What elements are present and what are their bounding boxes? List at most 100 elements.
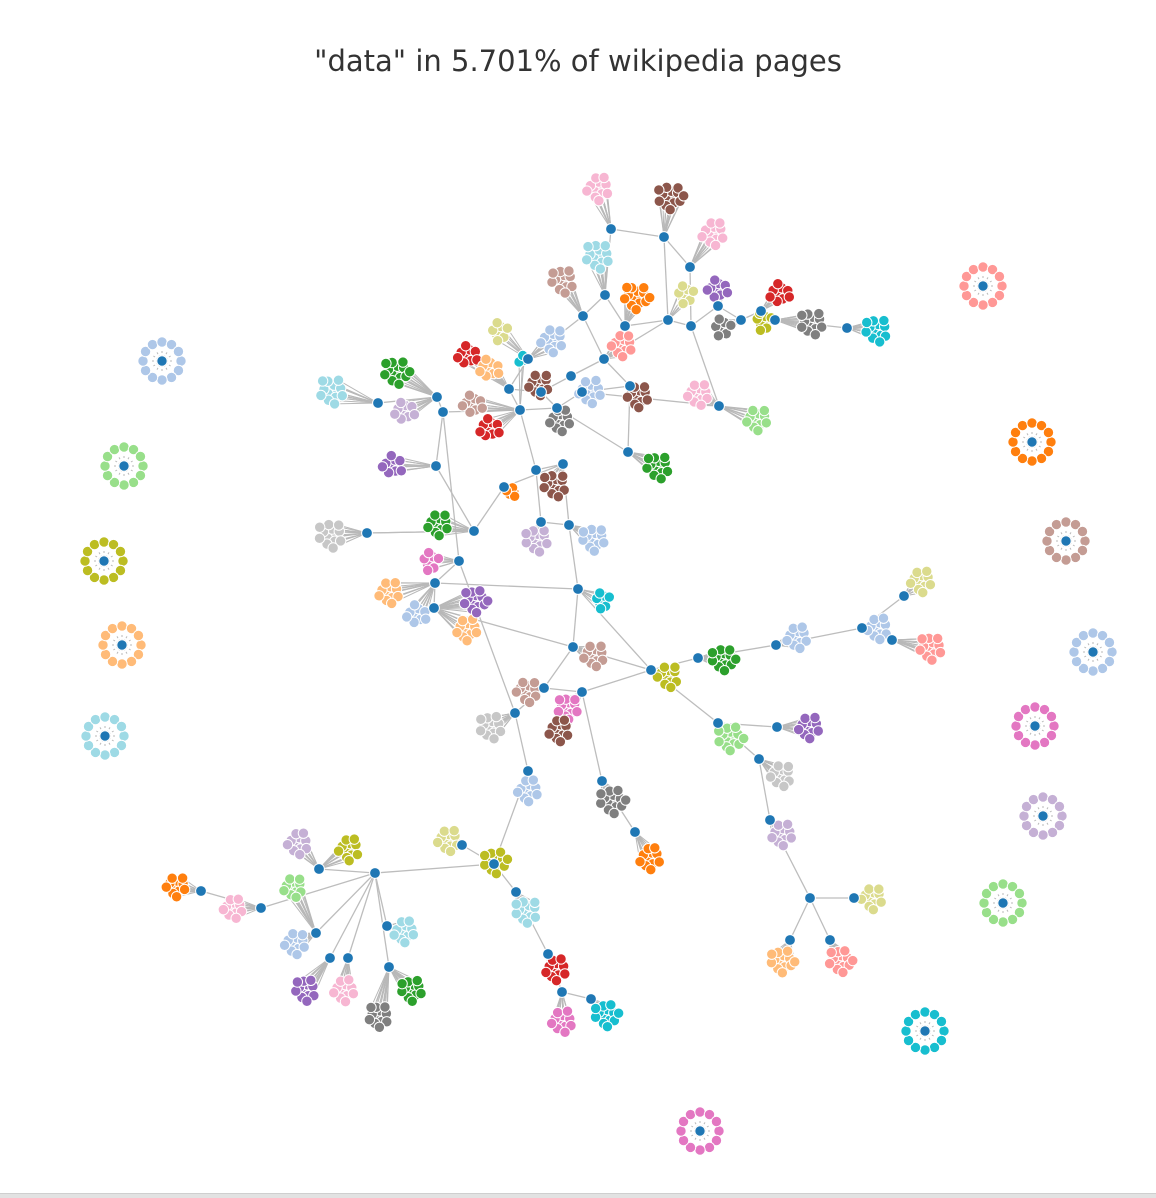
bottom-divider	[0, 1193, 1156, 1198]
chart-title: "data" in 5.701% of wikipedia pages	[314, 44, 842, 78]
leaf-node	[460, 587, 472, 599]
edge-line	[347, 872, 376, 959]
leaf-node	[552, 491, 565, 503]
edge-line	[519, 409, 537, 471]
leaf-node	[676, 280, 689, 292]
ring-node	[993, 289, 1006, 302]
hub-node	[468, 525, 480, 537]
hub-node	[498, 481, 510, 493]
edge-line	[582, 315, 605, 360]
edge-line	[603, 358, 631, 387]
spoke-line	[397, 582, 436, 597]
ring-node	[80, 730, 92, 742]
leaf-node	[315, 389, 327, 402]
edge-line	[374, 872, 390, 968]
leaf-node	[669, 661, 681, 673]
leaf-node	[492, 367, 505, 380]
leaf-node	[815, 321, 828, 333]
edge-line	[581, 669, 652, 693]
ring-node	[1035, 419, 1048, 432]
ring-node	[134, 450, 147, 463]
ring-node	[1026, 417, 1038, 429]
ring-node	[909, 1041, 922, 1054]
leaf-node	[809, 711, 821, 724]
leaf-node	[799, 712, 811, 725]
leaf-node	[904, 577, 917, 589]
leaf-node	[823, 957, 836, 970]
ring-node	[1070, 655, 1083, 668]
leaf-node	[529, 369, 541, 381]
edge-line	[570, 358, 605, 377]
leaf-node	[501, 322, 514, 334]
ring-node	[89, 746, 102, 759]
leaves-layer	[79, 171, 1118, 1156]
leaf-node	[438, 825, 451, 837]
hub-node	[342, 952, 354, 964]
leaf-node	[296, 928, 309, 941]
leaf-node	[429, 509, 441, 521]
leaf-node	[778, 780, 790, 793]
hub-node	[488, 858, 500, 870]
leaf-node	[422, 521, 434, 534]
leaf-node	[441, 522, 453, 535]
hub-node	[535, 516, 547, 528]
ring-node	[694, 1106, 706, 1118]
ring-node	[677, 1134, 690, 1147]
leaf-node	[608, 807, 620, 820]
leaf-node	[649, 842, 661, 854]
ring-node	[1016, 452, 1029, 465]
ring-node	[125, 622, 138, 635]
leaf-node	[584, 640, 596, 653]
hub-node	[658, 231, 670, 243]
leaf-node	[400, 611, 413, 623]
ring-node	[986, 263, 999, 276]
leaf-node	[480, 353, 492, 366]
ring-hub-node	[1029, 720, 1041, 732]
leaf-node	[490, 710, 503, 723]
edge-line	[789, 897, 811, 941]
leaf-node	[598, 537, 610, 549]
ring-node	[1103, 655, 1116, 668]
leaf-node	[444, 845, 457, 858]
leaf-node	[482, 595, 494, 607]
leaf-node	[612, 784, 624, 797]
ring-node	[99, 460, 111, 472]
ring-node	[958, 280, 970, 292]
leaf-node	[924, 579, 937, 591]
hub-node	[684, 261, 696, 273]
leaf-node	[764, 771, 777, 783]
ring-hub-node	[1060, 535, 1072, 547]
ring-node	[977, 299, 989, 311]
leaf-node	[538, 481, 550, 494]
leaf-node	[464, 406, 476, 419]
ring-node	[1068, 646, 1080, 658]
leaf-node	[926, 654, 938, 666]
edge-line	[434, 582, 579, 590]
ring-node	[694, 1144, 706, 1156]
ring-node	[710, 1115, 723, 1128]
leaf-node	[861, 316, 873, 329]
leaf-node	[706, 647, 719, 659]
leaf-node	[408, 599, 421, 611]
ring-node	[980, 887, 993, 900]
leaf-node	[343, 974, 355, 986]
leaf-node	[729, 721, 742, 733]
leaf-node	[451, 626, 463, 639]
ring-node	[101, 469, 114, 482]
leaf-node	[621, 391, 634, 403]
leaf-node	[867, 903, 880, 916]
leaf-node	[407, 929, 420, 941]
ring-node	[156, 374, 168, 386]
hub-node	[605, 223, 617, 235]
ring-node	[1069, 551, 1082, 564]
hub-node	[381, 920, 393, 932]
edge-line	[758, 758, 771, 821]
leaf-node	[555, 953, 567, 965]
leaf-node	[665, 681, 677, 694]
spoke-line	[338, 379, 379, 404]
leaf-node	[385, 449, 397, 462]
leaf-node	[642, 452, 655, 465]
leaf-node	[291, 976, 304, 988]
ring-node	[997, 878, 1009, 890]
leaf-node	[914, 644, 926, 656]
